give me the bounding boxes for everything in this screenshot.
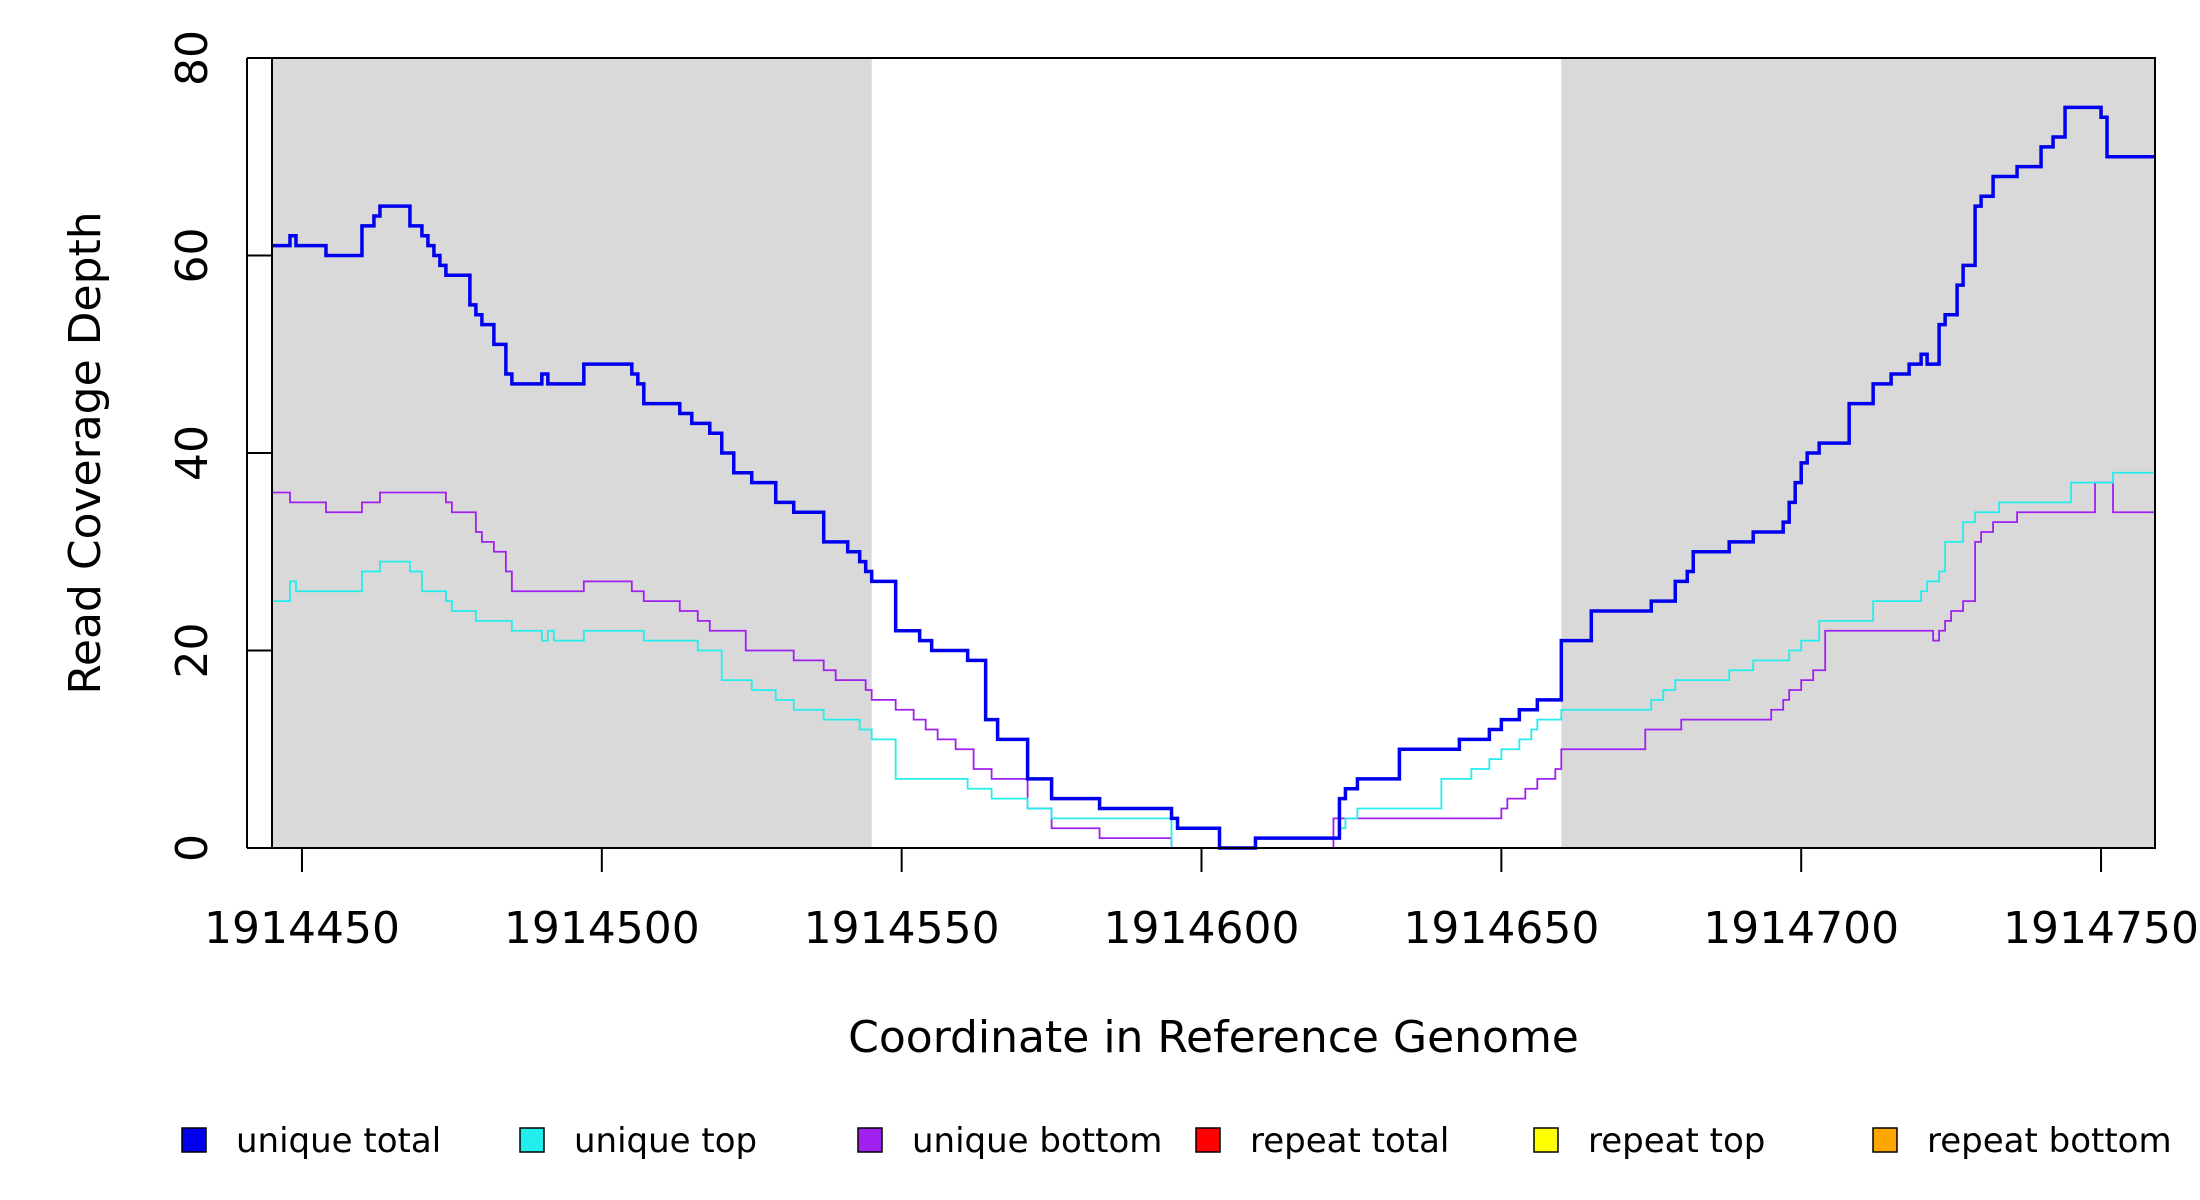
- legend-swatch-repeat-total: [1195, 1127, 1221, 1153]
- series-unique-top: [272, 471, 2155, 849]
- y-tick-label: 0: [167, 834, 218, 862]
- shaded-region-2: [1561, 58, 2155, 848]
- shaded-regions: [272, 58, 2155, 848]
- legend-label-unique-top: unique top: [574, 1121, 757, 1161]
- legend-label-unique-total: unique total: [236, 1121, 441, 1161]
- y-axis: 0 20 40 60 80: [167, 30, 271, 862]
- x-tick-label: 1914700: [1703, 903, 1899, 954]
- y-tick-label: 60: [167, 228, 218, 284]
- legend-label-repeat-bottom: repeat bottom: [1927, 1121, 2172, 1161]
- x-tick-label: 1914650: [1403, 903, 1599, 954]
- y-tick-label: 80: [167, 30, 218, 86]
- series-unique-total: [272, 105, 2155, 850]
- x-tick-label: 1914750: [2003, 903, 2199, 954]
- y-tick-label: 40: [167, 425, 218, 481]
- y-axis-title: Read Coverage Depth: [60, 211, 111, 694]
- legend-label-repeat-total: repeat total: [1250, 1121, 1449, 1161]
- legend: unique total unique top unique bottom repea…: [181, 1121, 2172, 1161]
- x-axis-title: Coordinate in Reference Genome: [848, 1012, 1579, 1063]
- legend-swatch-unique-bottom: [857, 1127, 883, 1153]
- x-tick-label: 1914600: [1104, 903, 1300, 954]
- y-tick-label: 20: [167, 623, 218, 679]
- legend-label-repeat-top: repeat top: [1588, 1121, 1765, 1161]
- legend-swatch-unique-total: [181, 1127, 207, 1153]
- legend-swatch-repeat-bottom: [1872, 1127, 1898, 1153]
- x-tick-label: 1914550: [804, 903, 1000, 954]
- x-axis: 1914450 1914500 1914550 1914600 1914650 19147…: [204, 847, 2199, 954]
- shaded-region-1: [272, 58, 872, 848]
- legend-label-unique-bottom: unique bottom: [912, 1121, 1162, 1161]
- x-tick-label: 1914450: [204, 903, 400, 954]
- x-tick-label: 1914500: [504, 903, 700, 954]
- legend-swatch-repeat-top: [1533, 1127, 1559, 1153]
- legend-swatch-unique-top: [519, 1127, 545, 1153]
